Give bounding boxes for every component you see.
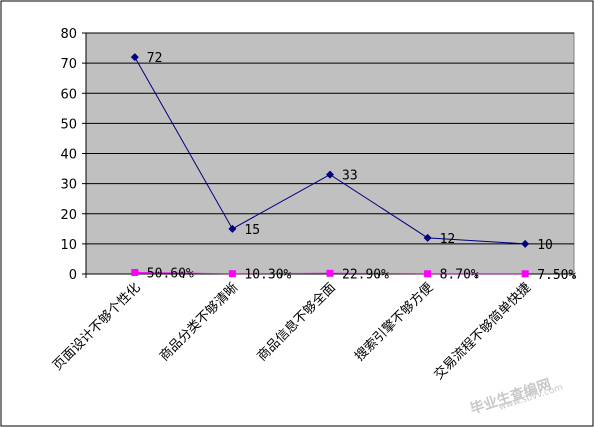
series-1-data-label: 33 (342, 169, 358, 184)
y-tick-label: 10 (60, 238, 77, 253)
y-tick-label: 50 (60, 117, 77, 132)
series-1-point (130, 53, 139, 62)
series-2-data-label: 7.50% (537, 268, 576, 283)
series-2-point (131, 268, 139, 276)
series-1-data-label: 15 (244, 223, 260, 238)
y-tick-label: 30 (60, 178, 77, 193)
series-2-point (424, 270, 432, 278)
series-1-data-label: 12 (440, 232, 456, 247)
y-tick-label: 0 (69, 268, 77, 283)
series-1-point (423, 233, 432, 242)
series-1-point (228, 224, 237, 233)
series-1-point (326, 170, 334, 179)
series-2-data-label: 8.70% (440, 268, 479, 283)
series-2-point (521, 270, 529, 278)
series-2-point (326, 269, 334, 277)
series-1-point (521, 239, 530, 248)
series-1: 72 15 33 12 10 (130, 51, 553, 253)
series-2-data-label: 22.90% (342, 267, 389, 282)
series-1-data-label: 10 (537, 238, 553, 253)
series-2-data-label: 10.30% (244, 268, 291, 283)
series-2-data-label: 50.60% (147, 266, 194, 281)
series-group: 72 15 33 12 10 50.60% 10.30% 22.90% 8.70% 7.50% (130, 51, 577, 283)
y-tick-label: 70 (60, 57, 77, 72)
y-tick-label: 80 (60, 27, 77, 42)
y-tick-label: 60 (60, 87, 77, 102)
y-tick-label: 40 (60, 148, 77, 163)
series-2-point (228, 270, 236, 278)
y-tick-label: 20 (60, 208, 77, 223)
y-axis-ticks: 0 10 20 30 40 50 60 70 80 (60, 27, 86, 283)
gridlines (86, 32, 574, 245)
series-1-data-label: 72 (147, 51, 163, 66)
series-2: 50.60% 10.30% 22.90% 8.70% 7.50% (131, 266, 577, 283)
